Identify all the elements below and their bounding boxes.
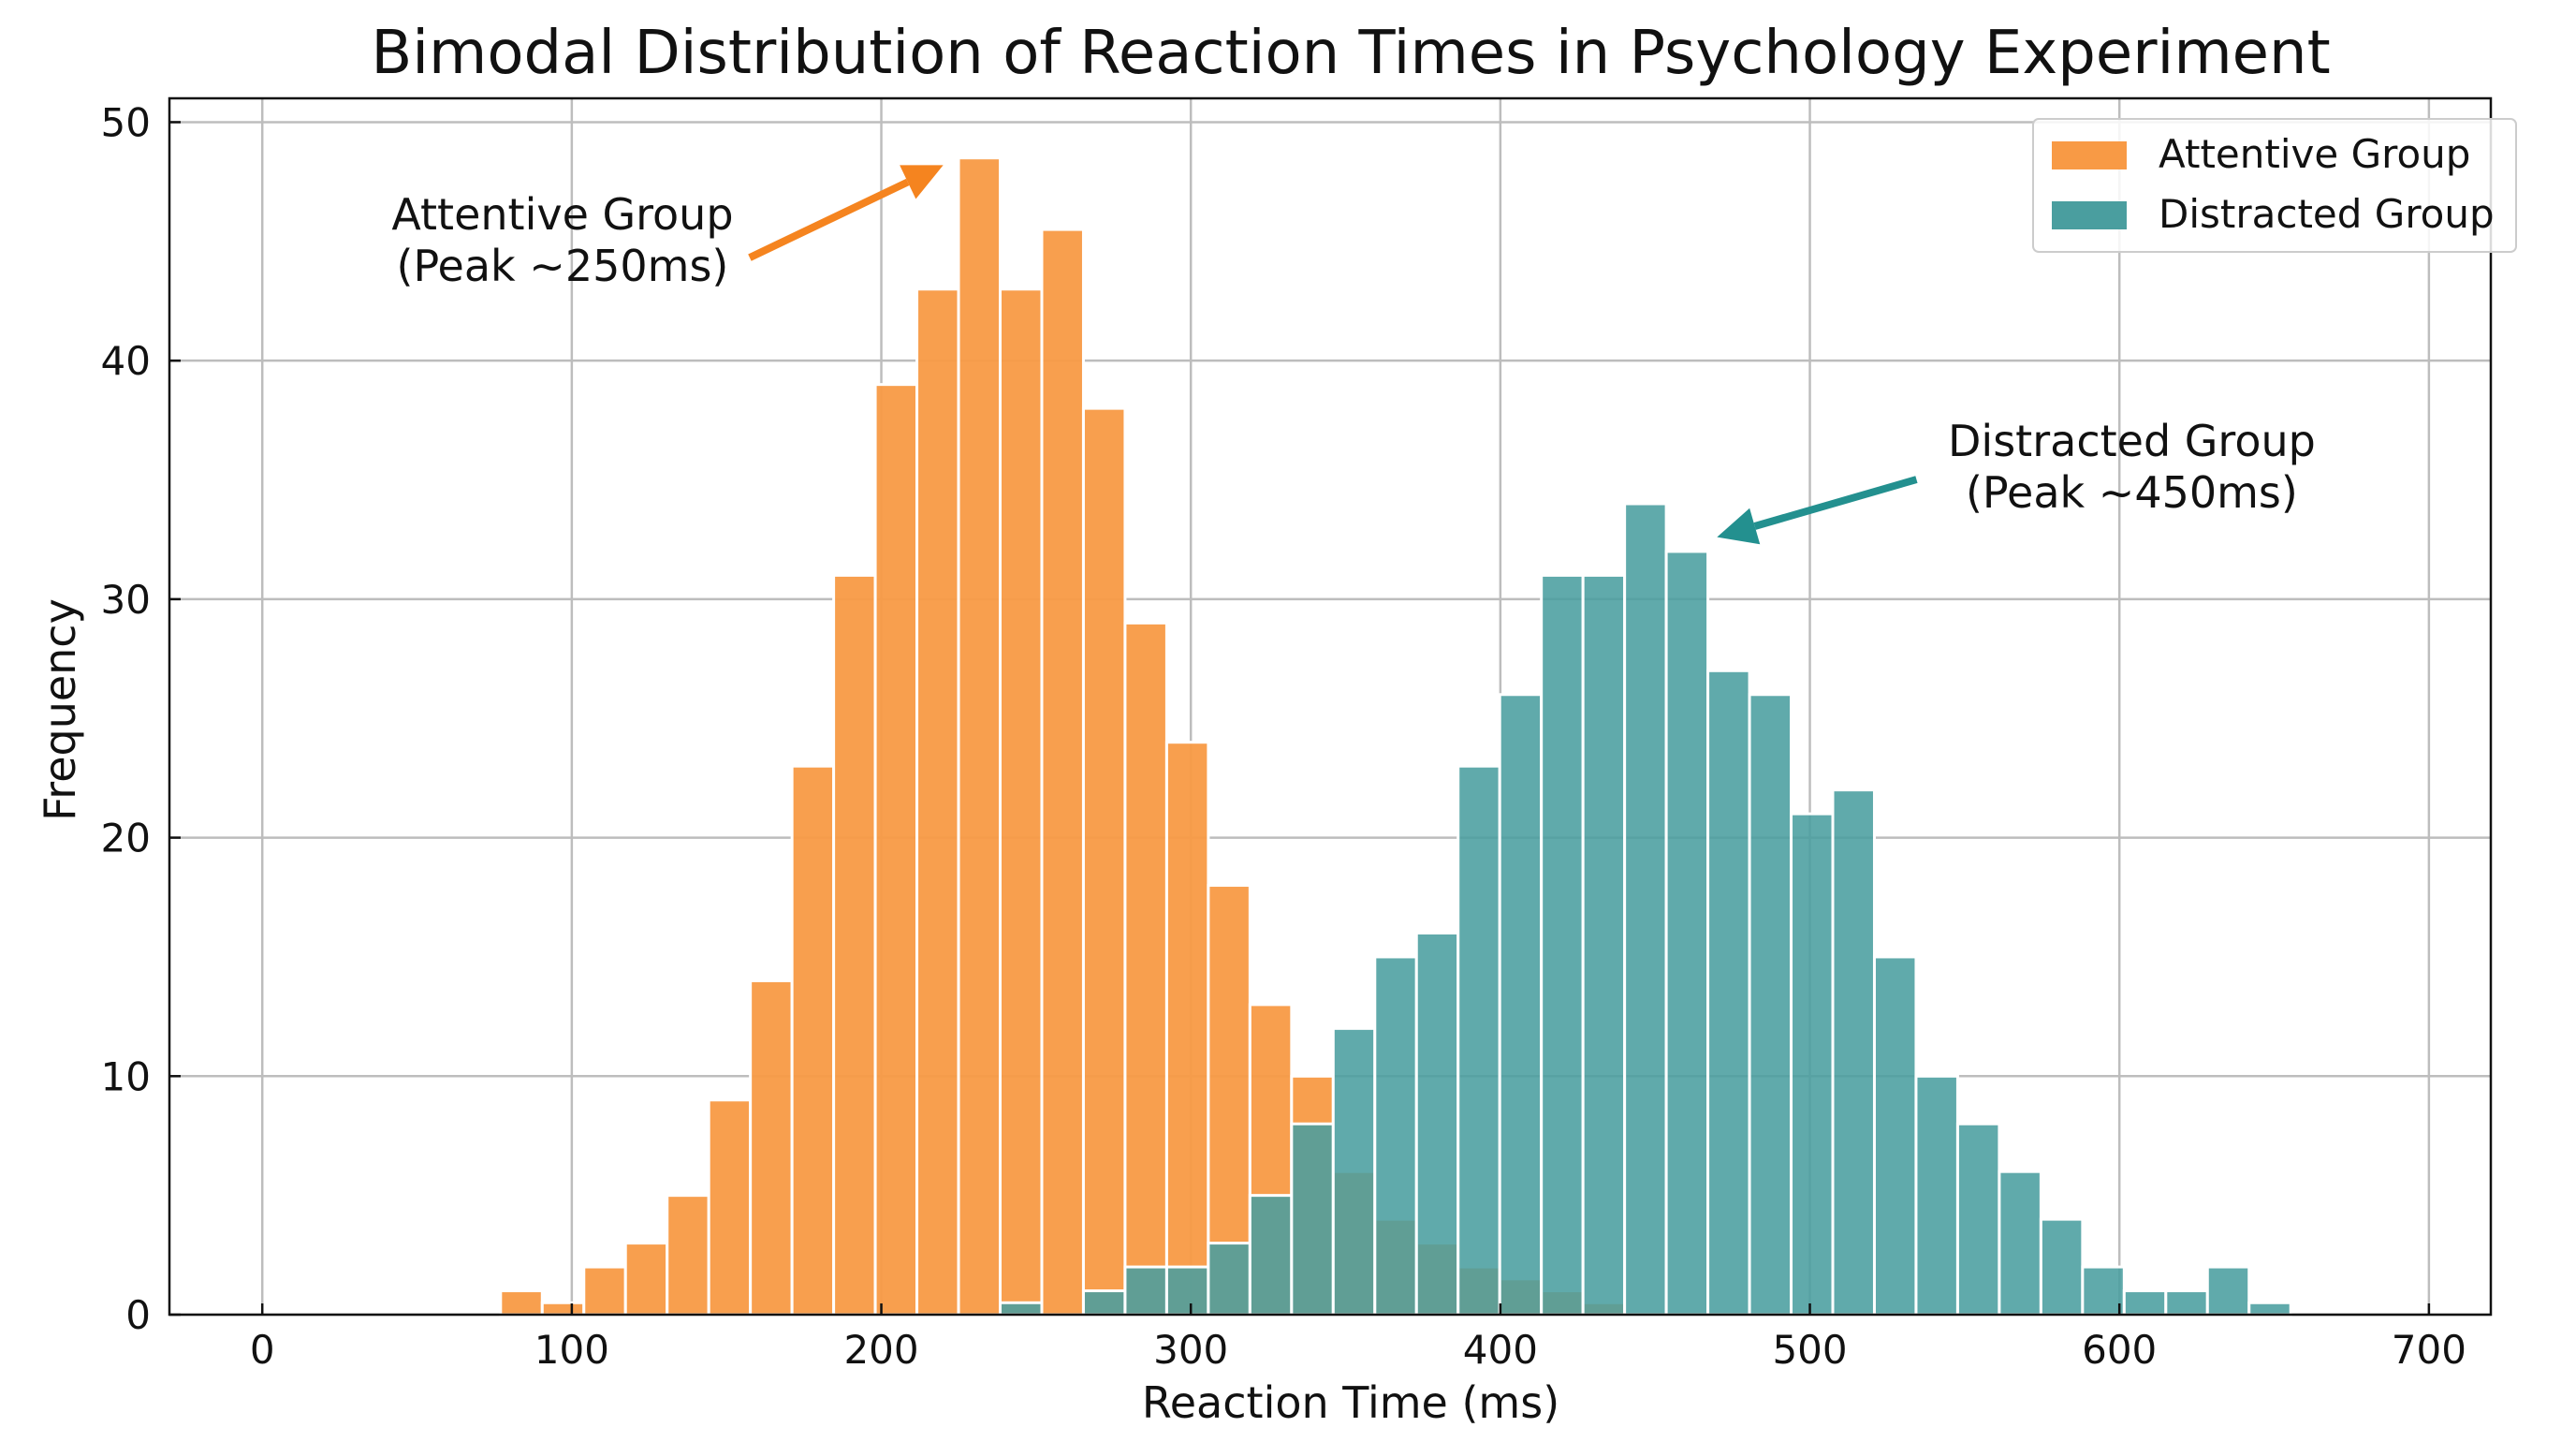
annotation-text: Distracted Group <box>1948 416 2316 466</box>
distracted-bar <box>1331 1026 1377 1317</box>
attentive-bar <box>790 764 836 1317</box>
distracted-bar <box>1164 1265 1210 1317</box>
distracted-bar <box>1081 1289 1127 1317</box>
bars <box>499 156 2292 1317</box>
legend-swatch <box>2052 201 2127 229</box>
attentive-bar <box>707 1098 753 1317</box>
chart-title: Bimodal Distribution of Reaction Times i… <box>371 19 2330 88</box>
attentive-bar <box>832 573 877 1317</box>
y-tick-label: 10 <box>101 1053 151 1099</box>
annotation-text: Attentive Group <box>391 189 733 240</box>
x-axis-label: Reaction Time (ms) <box>1142 1377 1559 1428</box>
distracted-bar <box>1373 955 1418 1317</box>
distracted-bar <box>1955 1122 2001 1317</box>
y-tick-label: 30 <box>101 577 151 623</box>
attentive-bar <box>1164 741 1210 1317</box>
attentive-bar <box>666 1194 710 1317</box>
legend-box <box>2032 118 2517 253</box>
distracted-bar <box>1914 1074 1959 1317</box>
legend-swatch <box>2052 141 2127 169</box>
attentive-bar <box>915 287 960 1317</box>
y-tick-label: 20 <box>101 816 151 861</box>
distracted-bar <box>1872 955 1918 1317</box>
distracted-bar <box>2039 1217 2085 1317</box>
y-axis-label: Frequency <box>35 598 85 821</box>
annotation-text: (Peak ~450ms) <box>1966 467 2298 518</box>
annotations: Attentive Group(Peak ~250ms) Distracted G… <box>391 165 2316 545</box>
attentive-bar <box>873 383 919 1317</box>
distracted-bar <box>1207 1242 1251 1317</box>
distracted-bar <box>1623 502 1668 1317</box>
attentive-bar <box>749 978 794 1317</box>
distracted-bar <box>1790 812 1835 1317</box>
attentive-bar <box>623 1242 669 1317</box>
x-tick-label: 700 <box>2392 1327 2466 1373</box>
y-tick-label: 50 <box>101 99 151 145</box>
arrow-head-icon <box>1717 508 1761 545</box>
distracted-bar <box>2205 1265 2251 1317</box>
distracted-bar <box>1706 669 1751 1317</box>
distracted-bar <box>2247 1301 2292 1317</box>
arrow-head-icon <box>900 165 944 199</box>
ticks: 0 100 200 300 400 500 600 700 0 10 20 30 40 50 <box>101 99 2466 1373</box>
distracted-bar <box>1748 693 1793 1317</box>
attentive-bar <box>1123 621 1168 1317</box>
x-tick-label: 0 <box>250 1327 275 1373</box>
distracted-bar <box>2122 1289 2168 1317</box>
distracted-bar <box>1123 1265 1168 1317</box>
distracted-bar <box>1414 931 1460 1317</box>
distracted-bar <box>1581 573 1627 1317</box>
attentive-bar <box>999 287 1044 1317</box>
distracted-bar <box>1498 693 1544 1317</box>
annotation-text: (Peak ~250ms) <box>397 241 729 291</box>
legend-label: Attentive Group <box>2159 131 2470 177</box>
x-tick-label: 100 <box>534 1327 609 1373</box>
x-tick-label: 500 <box>1772 1327 1847 1373</box>
attentive-bar <box>499 1289 544 1317</box>
x-tick-label: 200 <box>843 1327 918 1373</box>
x-tick-label: 400 <box>1463 1327 1538 1373</box>
annotation-arrow <box>1753 476 1918 530</box>
x-tick-label: 600 <box>2082 1327 2157 1373</box>
distracted-bar <box>1456 764 1501 1317</box>
distracted-bar <box>1998 1170 2042 1317</box>
y-tick-label: 0 <box>125 1292 151 1338</box>
distracted-bar <box>1664 550 1710 1317</box>
distracted-bar <box>2164 1289 2209 1317</box>
attentive-bar <box>957 156 1003 1317</box>
attentive-bar <box>1081 406 1127 1317</box>
annotation-arrow <box>748 178 910 261</box>
distracted-bar <box>2081 1265 2126 1317</box>
x-tick-label: 300 <box>1153 1327 1228 1373</box>
attentive-bar <box>540 1301 586 1317</box>
distracted-bar <box>1290 1122 1335 1317</box>
attentive-bar <box>1040 228 1085 1317</box>
legend: Attentive Group Distracted Group <box>2032 118 2517 253</box>
attentive-bar <box>582 1265 627 1317</box>
legend-label: Distracted Group <box>2159 191 2495 237</box>
distracted-bar <box>1540 573 1585 1317</box>
plot-frame <box>168 96 2493 1317</box>
y-tick-label: 40 <box>101 338 151 384</box>
distracted-bar <box>1248 1194 1294 1317</box>
distracted-bar <box>1831 788 1876 1317</box>
distracted-bar <box>999 1301 1044 1317</box>
